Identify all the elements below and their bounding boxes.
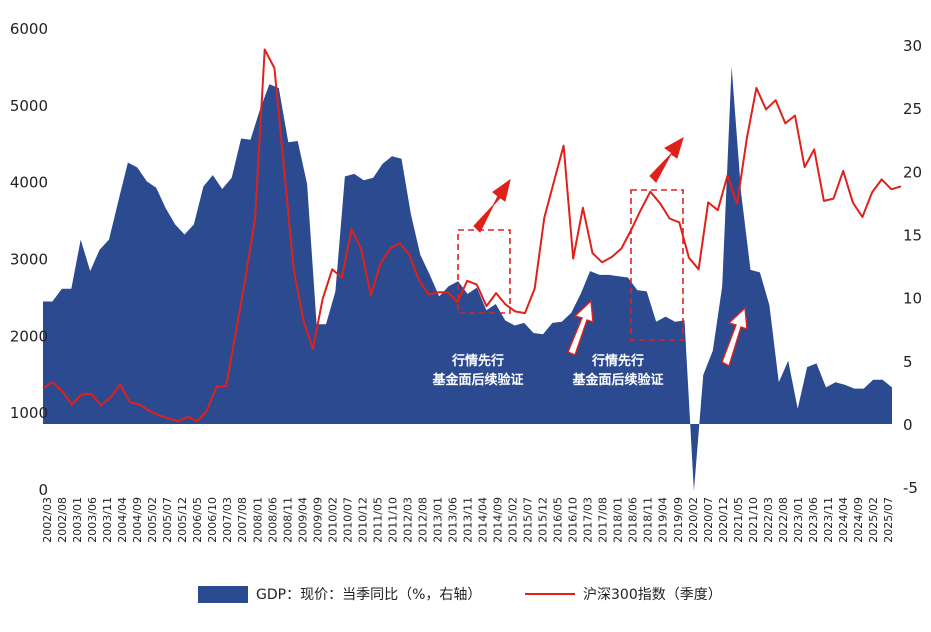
legend-label-gdp: GDP：现价：当季同比（%，右轴） [256,587,482,603]
left-tick-label: 3000 [10,251,48,269]
x-tick-label: 2009/09 [311,497,324,543]
x-tick-label: 2008/06 [266,497,279,543]
x-tick-label: 2007/03 [221,497,234,543]
x-tick-label: 2006/05 [191,497,204,543]
x-tick-label: 2017/03 [582,497,595,543]
x-tick-label: 2003/11 [101,497,114,543]
x-tick-label: 2013/06 [446,497,459,543]
annotation-text-1a: 行情先行 [451,353,504,369]
x-tick-label: 2025/02 [867,497,880,543]
right-tick-label: 10 [903,290,922,308]
hs300-line-series [42,48,902,423]
red-up-arrow-icon [473,178,511,233]
legend-item-hs300: 沪深300指数（季度） [525,584,722,604]
x-tick-label: 2015/07 [522,497,535,543]
x-tick-label: 2012/03 [401,497,414,543]
x-tick-label: 2020/07 [702,497,715,543]
right-tick-label: 20 [903,163,922,181]
x-tick-label: 2014/09 [492,497,505,543]
x-tick-label: 2013/11 [462,497,475,543]
annotation-group-2: 行情先行 基金面后续验证 [571,136,748,388]
x-tick-label: 2018/01 [612,497,625,543]
annotation-dashed-box-2 [630,189,684,341]
x-tick-label: 2022/03 [762,497,775,543]
gdp-area [43,66,892,491]
x-tick-label: 2019/04 [657,497,670,543]
x-tick-label: 2003/06 [86,497,99,543]
hs300-line [42,48,902,423]
red-up-arrow-icon [649,136,684,183]
x-tick-label: 2008/11 [281,497,294,543]
right-tick-label: 0 [903,416,913,434]
x-tick-label: 2023/06 [807,497,820,543]
white-up-arrow-icon [721,306,748,368]
legend-item-gdp: GDP：现价：当季同比（%，右轴） [198,584,481,604]
x-tick-label: 2020/02 [687,497,700,543]
x-tick-label: 2021/10 [747,497,760,543]
x-tick-label: 2022/08 [777,497,790,543]
legend-swatch-hs300 [525,593,575,595]
x-tick-label: 2004/04 [116,497,129,543]
x-tick-label: 2018/11 [642,497,655,543]
x-tick-label: 2007/08 [236,497,249,543]
x-tick-label: 2012/08 [416,497,429,543]
x-tick-label: 2011/10 [386,497,399,543]
x-tick-label: 2013/01 [431,497,444,543]
x-tick-label: 2005/12 [176,497,189,543]
left-tick-label: 6000 [10,20,48,38]
right-tick-label: 25 [903,100,922,118]
x-tick-label: 2021/05 [732,497,745,543]
x-tick-label: 2002/03 [41,497,54,543]
left-tick-label: 5000 [10,97,48,115]
legend-label-hs300: 沪深300指数（季度） [583,587,722,603]
left-tick-label: 0 [38,481,48,499]
left-axis: 0 1000 2000 3000 4000 5000 6000 [10,20,48,499]
x-tick-label: 2011/05 [371,497,384,543]
x-axis: 2002/03 2002/08 2003/01 2003/06 2003/11 2004/… [41,497,895,543]
x-tick-label: 2008/01 [251,497,264,543]
x-tick-label: 2025/07 [882,497,895,543]
x-tick-label: 2018/06 [627,497,640,543]
annotation-text-2b: 基金面后续验证 [571,372,663,388]
x-tick-label: 2016/10 [567,497,580,543]
right-tick-label: 15 [903,227,922,245]
x-tick-label: 2002/08 [56,497,69,543]
right-tick-label: 30 [903,37,922,55]
x-tick-label: 2023/11 [822,497,835,543]
annotation-dashed-box-1 [457,229,511,314]
left-tick-label: 4000 [10,174,48,192]
x-tick-label: 2024/09 [852,497,865,543]
x-tick-label: 2023/01 [792,497,805,543]
annotation-group-1: 行情先行 基金面后续验证 [431,178,594,388]
x-tick-label: 2020/12 [717,497,730,543]
x-tick-label: 2015/02 [507,497,520,543]
x-tick-label: 2004/09 [131,497,144,543]
x-tick-label: 2014/04 [477,497,490,543]
annotation-text-2a: 行情先行 [591,353,644,369]
legend-swatch-gdp [198,585,248,603]
x-tick-label: 2016/05 [552,497,565,543]
annotation-text-1b: 基金面后续验证 [431,372,523,388]
x-tick-label: 2017/08 [597,497,610,543]
x-tick-label: 2005/07 [161,497,174,543]
x-tick-label: 2005/02 [146,497,159,543]
left-tick-label: 1000 [10,404,48,422]
gdp-area-series [43,66,892,491]
x-tick-label: 2003/01 [71,497,84,543]
x-tick-label: 2009/04 [296,497,309,543]
x-tick-label: 2006/10 [206,497,219,543]
right-tick-label: -5 [903,479,918,497]
right-axis: -5 0 5 10 15 20 25 30 [903,37,922,497]
x-tick-label: 2010/12 [356,497,369,543]
x-tick-label: 2010/02 [326,497,339,543]
right-tick-label: 5 [903,353,913,371]
x-tick-label: 2010/07 [341,497,354,543]
x-tick-label: 2024/04 [837,497,850,543]
x-tick-label: 2015/12 [537,497,550,543]
x-tick-label: 2019/09 [672,497,685,543]
legend: GDP：现价：当季同比（%，右轴） 沪深300指数（季度） [0,584,931,608]
white-up-arrow-icon [567,299,594,356]
left-tick-label: 2000 [10,327,48,345]
